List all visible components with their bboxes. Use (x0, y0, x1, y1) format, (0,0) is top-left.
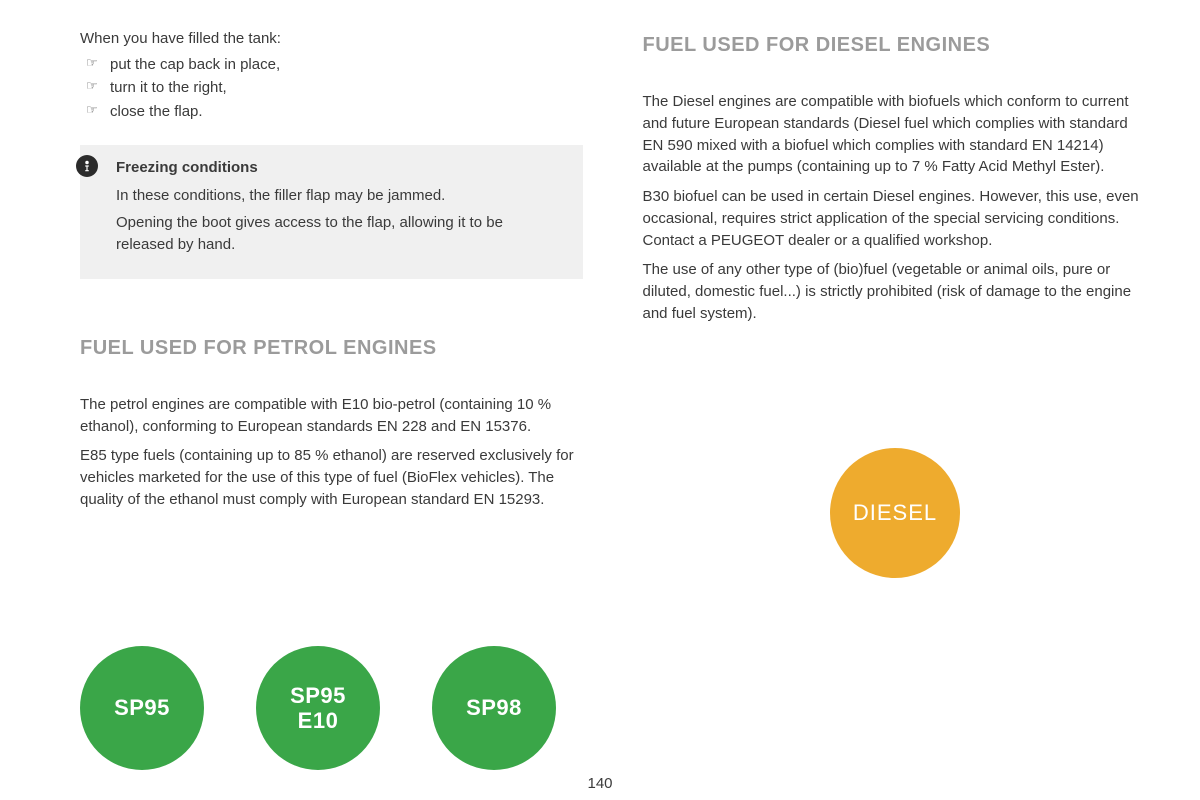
petrol-fuel-circles: SP95 SP95 E10 SP98 (80, 646, 556, 770)
fuel-badge-sp98: SP98 (432, 646, 556, 770)
list-item: put the cap back in place, (86, 53, 583, 76)
paragraph: B30 biofuel can be used in certain Diese… (643, 186, 1146, 251)
petrol-body: The petrol engines are compatible with E… (80, 394, 583, 511)
page-content: When you have filled the tank: put the c… (0, 0, 1200, 519)
fuel-badge-sp95-e10: SP95 E10 (256, 646, 380, 770)
intro-text: When you have filled the tank: (80, 30, 583, 47)
fuel-badge-diesel: DIESEL (830, 448, 960, 578)
right-column: FUEL USED FOR DIESEL ENGINES The Diesel … (643, 30, 1146, 519)
petrol-heading: FUEL USED FOR PETROL ENGINES (80, 337, 583, 360)
paragraph: The Diesel engines are compatible with b… (643, 91, 1146, 178)
paragraph: The use of any other type of (bio)fuel (… (643, 259, 1146, 324)
info-line: Opening the boot gives access to the fla… (116, 212, 565, 257)
info-body: In these conditions, the filler flap may… (116, 185, 565, 257)
info-line: In these conditions, the filler flap may… (116, 185, 565, 208)
paragraph: E85 type fuels (containing up to 85 % et… (80, 445, 583, 510)
list-item: close the flap. (86, 100, 583, 123)
left-column: When you have filled the tank: put the c… (80, 30, 583, 519)
diesel-body: The Diesel engines are compatible with b… (643, 91, 1146, 325)
freezing-info-box: Freezing conditions In these conditions,… (80, 145, 583, 279)
fill-tank-steps: put the cap back in place, turn it to th… (80, 53, 583, 123)
page-number: 140 (587, 775, 612, 792)
diesel-fuel-circle-wrap: DIESEL (830, 448, 960, 578)
fuel-badge-sp95: SP95 (80, 646, 204, 770)
info-icon (76, 155, 98, 177)
diesel-heading: FUEL USED FOR DIESEL ENGINES (643, 34, 1146, 57)
info-title: Freezing conditions (116, 157, 565, 180)
list-item: turn it to the right, (86, 76, 583, 99)
paragraph: The petrol engines are compatible with E… (80, 394, 583, 438)
